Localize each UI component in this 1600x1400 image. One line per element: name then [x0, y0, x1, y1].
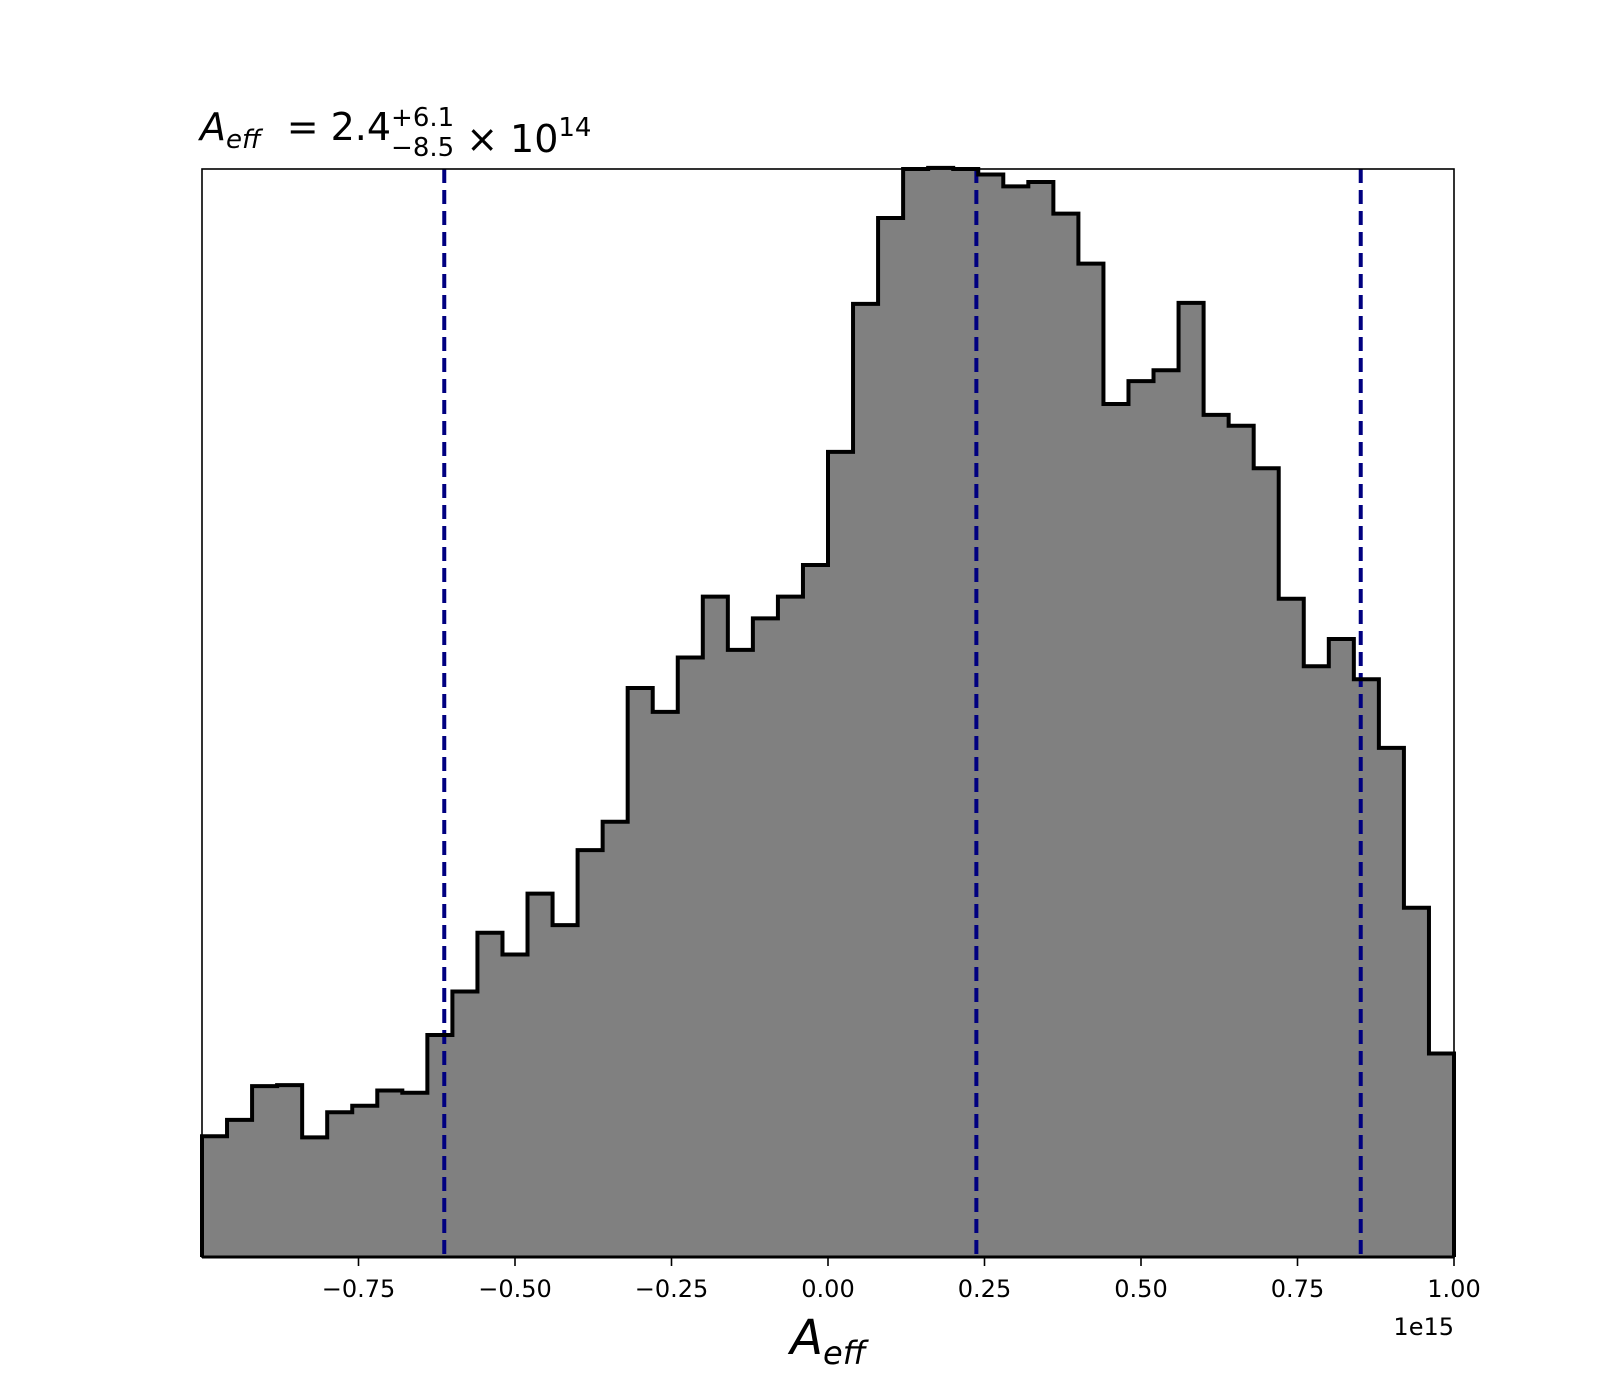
x-tick-label: 1.00	[1427, 1275, 1480, 1303]
histogram-fill	[202, 167, 1454, 1258]
title-equals: =	[287, 105, 319, 149]
x-tick-label: −0.75	[322, 1275, 396, 1303]
plot-area	[200, 165, 1456, 1259]
title-times: ×	[466, 117, 498, 161]
x-axis-ticks: −0.75 −0.50 −0.25 0.00 0.25 0.50 0.75 1.00	[322, 1257, 1481, 1303]
title-symbol-subscript: eff	[226, 125, 264, 155]
title-exponent: 14	[558, 113, 591, 143]
histogram-step-outline	[200, 165, 1456, 1257]
x-tick-label: 0.50	[1114, 1275, 1167, 1303]
title-symbol: A	[197, 105, 226, 149]
x-tick-label: 0.75	[1271, 1275, 1324, 1303]
x-tick-label: 0.25	[958, 1275, 1011, 1303]
title-upper-error: +6.1	[391, 103, 454, 133]
x-tick-label: −0.25	[635, 1275, 709, 1303]
x-axis-offset-text: 1e15	[1393, 1313, 1454, 1341]
title-base: 10	[510, 117, 558, 161]
chart-title: Aeff = 2.4+6.1 −8.5 × 1014	[197, 103, 591, 163]
quantile-lines	[442, 169, 1363, 1257]
x-axis-label-symbol: A	[787, 1310, 823, 1366]
x-tick-label: 0.00	[801, 1275, 854, 1303]
title-lower-error: −8.5	[391, 133, 454, 163]
x-tick-label: −0.50	[478, 1275, 552, 1303]
x-axis-label-subscript: eff	[823, 1334, 870, 1372]
title-value: 2.4	[331, 105, 391, 149]
x-axis-label: Aeff	[787, 1310, 870, 1372]
